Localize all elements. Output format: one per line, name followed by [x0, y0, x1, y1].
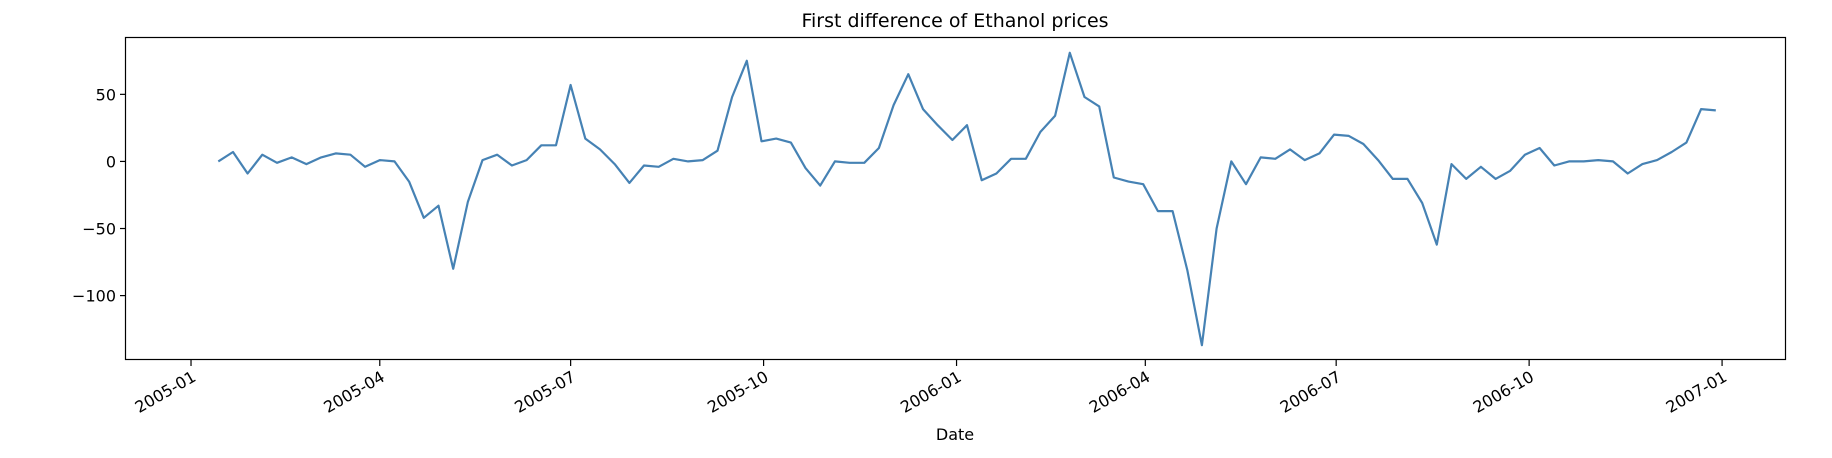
- x-tick-label: 2006-01: [897, 367, 964, 417]
- x-tick-label: 2006-04: [1086, 367, 1153, 417]
- x-tick-label: 2005-04: [320, 367, 387, 417]
- y-tick-label: −100: [72, 287, 116, 306]
- y-tick-label: 0: [106, 152, 116, 171]
- y-axis: 50 0 −50 −100: [72, 85, 126, 306]
- plot-area: [217, 51, 1716, 347]
- x-tick-label: 2005-10: [704, 367, 771, 417]
- y-tick-label: −50: [82, 220, 116, 239]
- x-tick-label: 2007-01: [1663, 367, 1730, 417]
- x-tick-label: 2005-07: [511, 367, 578, 417]
- x-axis-label: Date: [936, 425, 974, 444]
- series-line: [217, 51, 1716, 347]
- x-tick-label: 2006-07: [1277, 367, 1344, 417]
- x-axis: 2005-01 2005-04 2005-07 2005-10 2006-01 2006-…: [132, 360, 1730, 417]
- chart-title: First difference of Ethanol prices: [801, 10, 1108, 32]
- plot-frame: [124, 36, 1787, 361]
- y-tick-label: 50: [96, 85, 116, 104]
- x-tick-label: 2006-10: [1470, 367, 1537, 417]
- x-tick-label: 2005-01: [132, 367, 199, 417]
